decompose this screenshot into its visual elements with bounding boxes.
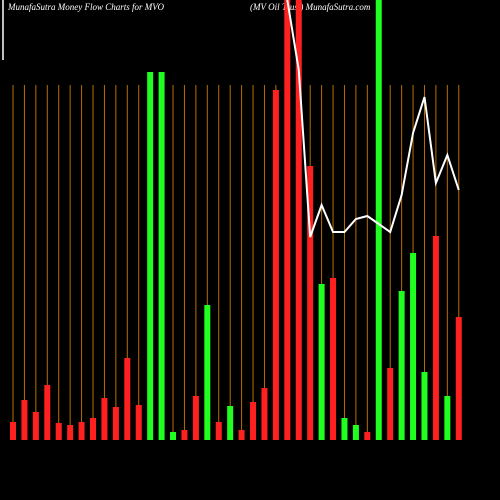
bar <box>307 166 314 440</box>
bar <box>192 396 199 440</box>
bar <box>238 430 245 440</box>
bar <box>181 430 188 440</box>
bar <box>21 400 28 440</box>
bar <box>44 385 51 440</box>
bar <box>55 423 62 440</box>
bar <box>352 425 359 440</box>
chart-title: MunafaSutra Money Flow Charts for MVO <box>7 2 164 12</box>
bar <box>272 90 279 440</box>
bar <box>432 236 439 440</box>
bar <box>124 358 131 440</box>
bar <box>204 305 211 440</box>
bar <box>227 406 234 440</box>
bar <box>341 418 348 440</box>
bar <box>147 72 154 440</box>
bar <box>170 432 177 440</box>
flow-line <box>286 0 460 238</box>
bar <box>455 317 462 440</box>
bar <box>101 398 108 440</box>
bar <box>215 422 222 440</box>
bar <box>158 72 165 440</box>
bar <box>444 396 451 440</box>
bar <box>10 422 16 440</box>
bar <box>78 422 85 440</box>
bar <box>90 418 97 440</box>
bar <box>375 0 382 440</box>
bar <box>135 405 142 440</box>
bar <box>398 291 405 440</box>
bar <box>250 402 257 440</box>
bar <box>284 0 291 440</box>
bar <box>410 253 417 440</box>
bar <box>421 372 428 440</box>
bar <box>67 425 74 440</box>
bar <box>387 368 394 440</box>
bar <box>261 388 268 440</box>
chart-subtitle: (MV Oil Trust) MunafaSutra.com <box>250 2 371 12</box>
bar <box>364 432 371 440</box>
bar <box>318 284 325 440</box>
bar <box>330 278 337 440</box>
bar <box>295 0 302 440</box>
bar <box>32 412 39 440</box>
bar <box>112 407 119 440</box>
